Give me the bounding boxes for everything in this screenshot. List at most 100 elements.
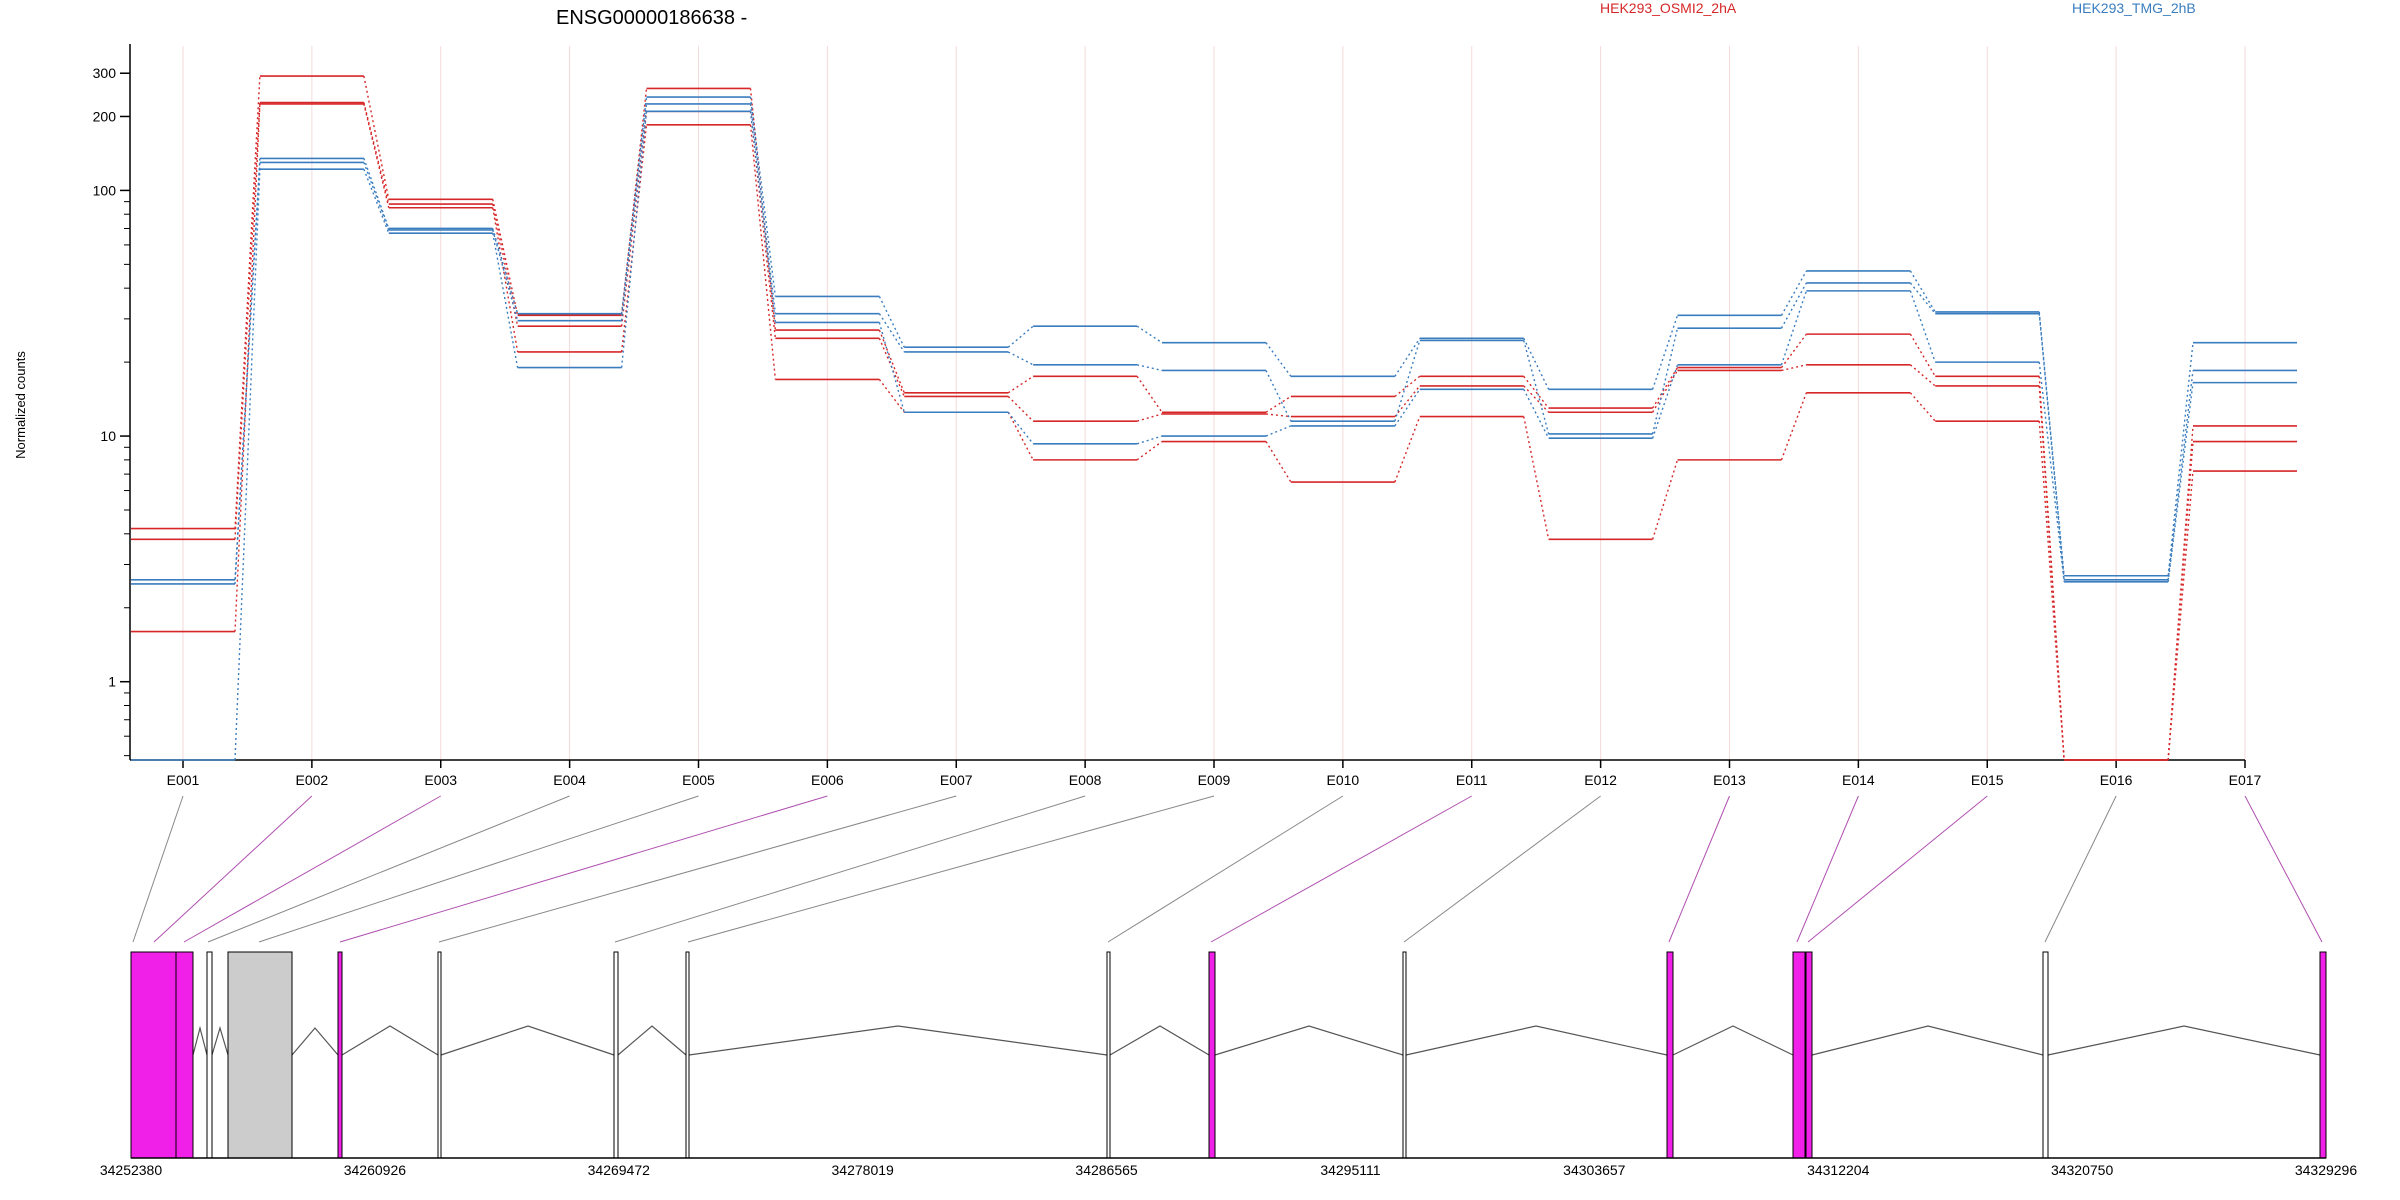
connector-segment	[1652, 367, 1679, 409]
exon-box[interactable]	[1208, 951, 1216, 1159]
exon-link-E004	[207, 795, 570, 943]
connector-segment	[2038, 311, 2065, 576]
exon-link-E007	[438, 795, 957, 943]
exon-box[interactable]	[130, 951, 177, 1159]
coordinate-label: 34252380	[100, 1162, 163, 1178]
connector-segment	[878, 313, 905, 353]
connector-segment	[1136, 375, 1163, 413]
connector-segment	[1007, 351, 1034, 366]
coordinate-label: 34269472	[588, 1162, 651, 1178]
series-3	[131, 103, 2297, 761]
connector-segment	[1007, 411, 1034, 461]
x-tick-label-E011: E011	[1456, 772, 1488, 788]
exon-link-E017	[2244, 795, 2323, 943]
connector-segment	[2038, 376, 2065, 761]
connector-segment	[749, 124, 777, 380]
coordinate-label: 34286565	[1075, 1162, 1138, 1178]
connector-segment	[234, 169, 261, 761]
connector-segment	[749, 111, 777, 323]
connector-segment	[1781, 364, 1807, 372]
x-tick-label-E015: E015	[1971, 772, 2004, 788]
exon-box[interactable]	[2319, 951, 2327, 1159]
series-6	[131, 110, 2297, 761]
coordinate-label: 34329296	[2295, 1162, 2358, 1178]
intron-line	[1672, 1025, 1794, 1056]
connector-segment	[620, 96, 648, 314]
connector-segment	[363, 158, 390, 229]
connector-segment	[1394, 385, 1421, 418]
connector-segment	[878, 379, 905, 413]
x-tick-label-E013: E013	[1713, 772, 1746, 788]
genomic-coordinate-axis: 34252380 34260926 34269472 34278019 34286565…	[100, 1157, 2358, 1178]
series-lines	[131, 75, 2297, 761]
connector-segment	[878, 322, 905, 413]
connector-segment	[1136, 364, 1163, 372]
connector-segment	[620, 88, 648, 316]
gene-model	[130, 951, 2327, 1159]
exon-box[interactable]	[337, 951, 343, 1159]
intron-line	[440, 1025, 615, 1056]
connector-segment	[1136, 325, 1163, 344]
connector-segment	[1136, 440, 1163, 461]
intron-line	[211, 1025, 229, 1056]
connector-segment	[1265, 370, 1292, 422]
legend-entry-tmg[interactable]: HEK293_TMG_2hB	[2072, 0, 2196, 16]
x-axis: E001 E002 E003 E004 E005 E006 E007 E008 E009 E010…	[130, 759, 2262, 788]
x-tick-label-E003: E003	[424, 772, 457, 788]
exon-box[interactable]	[1666, 951, 1674, 1159]
connector-segment	[492, 229, 519, 321]
x-tick-label-E009: E009	[1198, 772, 1231, 788]
chart-title: ENSG00000186638 -	[556, 7, 747, 29]
connector-segment	[1136, 413, 1163, 422]
legend-entry-osmi2[interactable]: HEK293_OSMI2_2hA	[1600, 0, 1737, 16]
x-tick-label-E004: E004	[553, 772, 586, 788]
connector-segment	[2167, 441, 2194, 761]
connector-segment	[1909, 392, 1936, 422]
connector-segment	[2167, 342, 2194, 576]
exon-box[interactable]	[1792, 951, 1806, 1159]
connector-segment	[1651, 315, 1679, 390]
connector-segment	[1007, 375, 1034, 394]
connector-segment	[1909, 333, 1936, 377]
intron-line	[688, 1025, 1108, 1056]
exon-box[interactable]	[685, 951, 690, 1159]
connector-segment	[234, 103, 261, 632]
x-tick-label-E016: E016	[2100, 772, 2133, 788]
connector-segment	[1909, 270, 1936, 313]
x-tick-label-E001: E001	[167, 772, 200, 788]
y-tick-label: 100	[93, 182, 117, 198]
connector-segment	[1394, 388, 1421, 427]
exon-box[interactable]	[1402, 951, 1407, 1159]
exon-box[interactable]	[613, 951, 619, 1159]
connector-segment	[1780, 290, 1808, 366]
connector-segment	[1007, 325, 1034, 348]
exon-link-E001	[132, 795, 184, 943]
y-tick-label: 1	[108, 674, 116, 690]
exon-box[interactable]	[1805, 951, 1813, 1159]
exon-box[interactable]	[227, 951, 293, 1159]
connector-segment	[1394, 337, 1421, 377]
connector-segment	[363, 168, 390, 234]
coordinate-label: 34303657	[1563, 1162, 1626, 1178]
connector-segment	[1523, 416, 1550, 540]
connector-segment	[1909, 364, 1936, 387]
exon-box[interactable]	[1106, 951, 1111, 1159]
exon-box[interactable]	[437, 951, 442, 1159]
y-tick-label: 300	[93, 65, 117, 81]
exon-link-E002	[153, 795, 313, 943]
exon-box[interactable]	[175, 951, 194, 1159]
coordinate-label: 34278019	[832, 1162, 895, 1178]
exon-link-E012	[1403, 795, 1601, 943]
connector-segment	[1523, 375, 1550, 409]
coordinate-label: 34312204	[1807, 1162, 1870, 1178]
exon-box[interactable]	[2042, 951, 2049, 1159]
connector-segment	[1265, 425, 1292, 437]
exon-link-E003	[183, 795, 441, 943]
connector-segment	[1265, 413, 1291, 418]
connector-segment	[1394, 340, 1421, 422]
connector-segment	[2167, 370, 2194, 580]
connector-segment	[363, 75, 390, 200]
x-tick-label-E008: E008	[1069, 772, 1102, 788]
exon-box[interactable]	[206, 951, 213, 1159]
